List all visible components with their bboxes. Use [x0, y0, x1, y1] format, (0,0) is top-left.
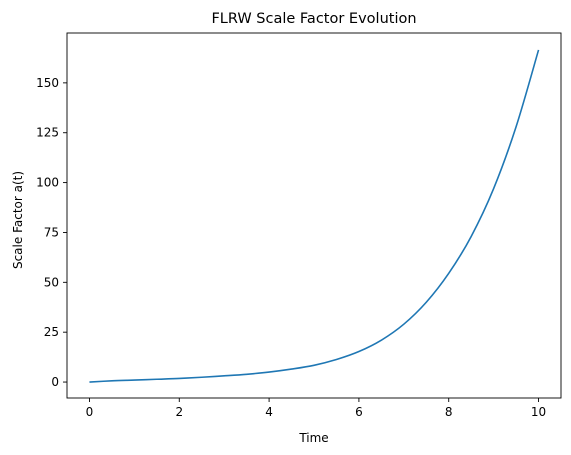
- y-axis-label: Scale Factor a(t): [11, 171, 25, 269]
- x-axis-label: Time: [298, 431, 328, 445]
- y-tick-label: 0: [51, 375, 59, 389]
- y-tick-label: 150: [36, 76, 59, 90]
- chart-title: FLRW Scale Factor Evolution: [211, 11, 416, 27]
- x-tick-label: 6: [355, 405, 363, 419]
- y-tick-label: 25: [44, 325, 59, 339]
- y-tick-label: 50: [44, 275, 59, 289]
- y-tick-label: 75: [44, 225, 59, 239]
- y-tick-label: 125: [36, 126, 59, 140]
- series-line-0: [89, 49, 540, 383]
- x-tick-label: 0: [86, 405, 94, 419]
- x-tick-label: 2: [175, 405, 183, 419]
- x-tick-label: 10: [531, 405, 546, 419]
- x-tick-label: 4: [265, 405, 273, 419]
- y-tick-label: 100: [36, 176, 59, 190]
- axes-frame: [66, 32, 562, 399]
- x-tick-label: 8: [445, 405, 453, 419]
